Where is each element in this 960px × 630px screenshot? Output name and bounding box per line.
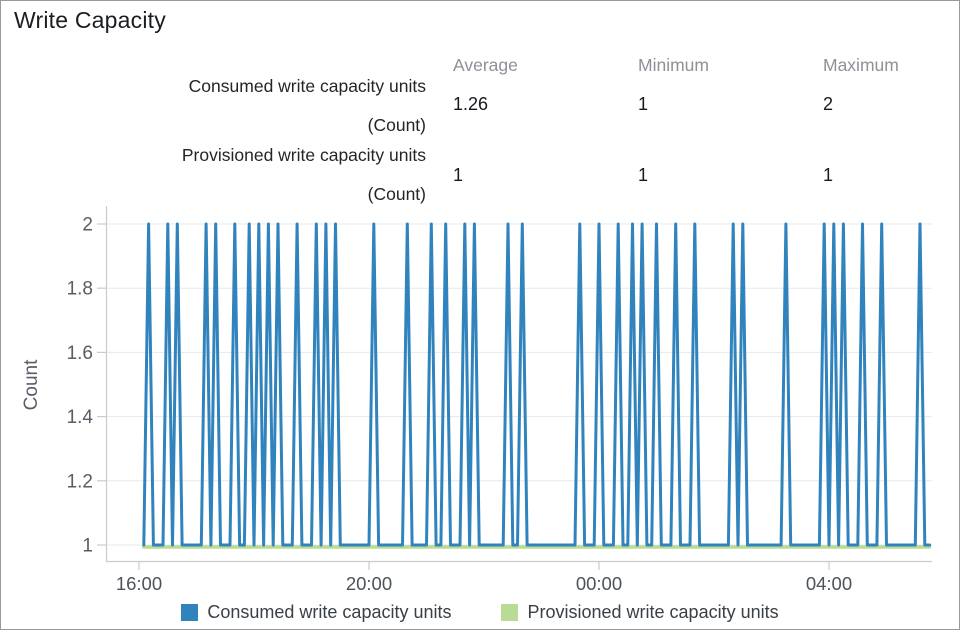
col-header-maximum: Maximum	[823, 55, 899, 75]
y-tick-label: 1.8	[67, 279, 93, 300]
x-tick-label: 04:00	[806, 573, 852, 594]
y-tick-label: 1.2	[67, 471, 93, 492]
y-tick-label: 1.6	[67, 343, 93, 364]
x-tick-label: 16:00	[116, 573, 162, 594]
consumed-maximum: 2	[823, 94, 834, 114]
legend-label-provisioned: Provisioned write capacity units	[527, 602, 779, 622]
x-tick-label: 20:00	[346, 573, 392, 594]
provisioned-series-swatch-icon	[501, 604, 519, 621]
row-unit-consumed: (Count)	[367, 115, 426, 135]
legend-item-consumed[interactable]: Consumed write capacity units	[181, 602, 451, 623]
legend-label-consumed: Consumed write capacity units	[207, 602, 452, 622]
y-tick-label: 1	[82, 536, 93, 557]
y-axis-title: Count	[21, 359, 42, 410]
y-tick-label: 2	[82, 215, 93, 236]
legend-item-provisioned[interactable]: Provisioned write capacity units	[501, 602, 779, 623]
consumed-series-swatch-icon	[181, 604, 199, 621]
col-header-minimum: Minimum	[638, 55, 709, 75]
consumed-series-line[interactable]	[142, 222, 932, 547]
write-capacity-chart[interactable]: 1 1.2 1.4 1.6 1.8 2 16:00 20:00 00:00 04:00 Count	[1, 1, 959, 599]
consumed-minimum: 1	[638, 94, 649, 114]
consumed-average: 1.26	[453, 94, 489, 114]
x-tick-label: 00:00	[576, 573, 622, 594]
row-unit-provisioned: (Count)	[367, 184, 426, 204]
row-label-provisioned: Provisioned write capacity units	[181, 145, 426, 165]
row-label-consumed: Consumed write capacity units	[188, 76, 426, 96]
chart-legend: Consumed write capacity units Provisione…	[1, 602, 959, 623]
provisioned-minimum: 1	[638, 165, 649, 185]
provisioned-average: 1	[453, 165, 464, 185]
axis-frame	[105, 206, 932, 563]
col-header-average: Average	[453, 55, 518, 75]
panel-title: Write Capacity	[14, 7, 166, 33]
y-tick-label: 1.4	[67, 407, 94, 428]
provisioned-maximum: 1	[823, 165, 834, 185]
